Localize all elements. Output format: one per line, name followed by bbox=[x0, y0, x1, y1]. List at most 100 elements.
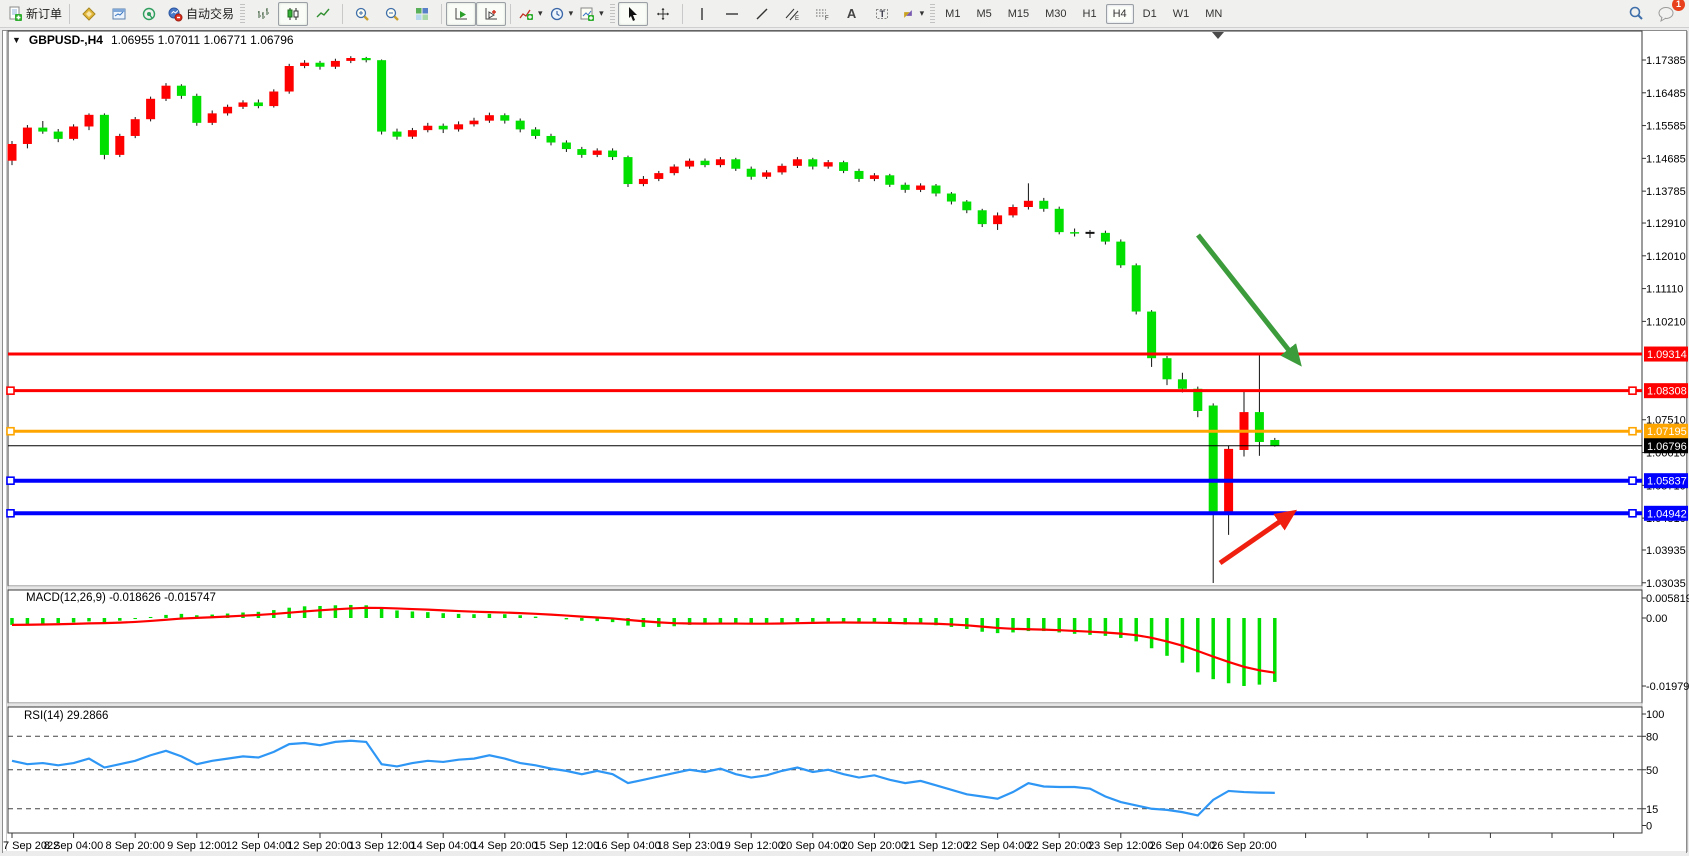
search-button[interactable] bbox=[1621, 2, 1651, 26]
svg-text:E: E bbox=[795, 16, 799, 22]
market-watch-button[interactable] bbox=[104, 2, 134, 26]
timeframe-MN[interactable]: MN bbox=[1205, 7, 1223, 20]
chevron-down-icon[interactable]: ▼ bbox=[12, 35, 21, 45]
svg-text:26 Sep 20:00: 26 Sep 20:00 bbox=[1211, 840, 1276, 852]
svg-text:18 Sep 23:00: 18 Sep 23:00 bbox=[657, 840, 722, 852]
text-tool[interactable]: A bbox=[837, 2, 867, 26]
timeframe-H4[interactable]: H4 bbox=[1105, 3, 1134, 24]
rsi-panel bbox=[8, 735, 1642, 817]
zoom-in-button[interactable] bbox=[347, 2, 377, 26]
svg-text:12 Sep 04:00: 12 Sep 04:00 bbox=[226, 840, 291, 852]
svg-text:21 Sep 12:00: 21 Sep 12:00 bbox=[903, 840, 968, 852]
bar-chart-icon bbox=[258, 7, 270, 19]
periods-button[interactable]: ▾ bbox=[546, 2, 577, 26]
svg-text:8 Sep 04:00: 8 Sep 04:00 bbox=[44, 840, 103, 852]
price-line-1.07195[interactable] bbox=[6, 426, 1642, 436]
chart-canvas[interactable]: 1.17385 1.16485 1.15585 1.14685 1.13785 1.129… bbox=[0, 28, 1689, 856]
styler-button[interactable] bbox=[74, 2, 104, 26]
toolbar-separator bbox=[342, 3, 344, 24]
bounce-arrow[interactable] bbox=[1218, 509, 1298, 566]
svg-text:1.12910: 1.12910 bbox=[1646, 218, 1686, 230]
timeframe-D1[interactable]: D1 bbox=[1142, 7, 1157, 20]
notification-badge: 1 bbox=[1672, 0, 1685, 11]
svg-text:100: 100 bbox=[1646, 709, 1664, 721]
svg-text:1.08308: 1.08308 bbox=[1647, 386, 1687, 398]
timeframe-W1[interactable]: W1 bbox=[1172, 7, 1190, 20]
line-chart-button[interactable] bbox=[308, 2, 338, 26]
candlestick-chart-button[interactable] bbox=[278, 1, 309, 26]
text-tool-icon: A bbox=[846, 6, 857, 21]
toolbar-grip bbox=[240, 3, 246, 24]
timeframe-M1[interactable]: M1 bbox=[945, 7, 961, 20]
svg-text:T: T bbox=[879, 9, 885, 19]
notifications-button[interactable]: 1 bbox=[1651, 0, 1685, 26]
price-line-1.08308[interactable] bbox=[6, 386, 1642, 395]
search-icon bbox=[1629, 6, 1643, 20]
svg-text:1.10210: 1.10210 bbox=[1646, 316, 1686, 328]
svg-text:22 Sep 04:00: 22 Sep 04:00 bbox=[965, 840, 1030, 852]
svg-text:19 Sep 12:00: 19 Sep 12:00 bbox=[718, 840, 783, 852]
svg-text:1.16485: 1.16485 bbox=[1646, 88, 1686, 100]
svg-text:13 Sep 12:00: 13 Sep 12:00 bbox=[349, 840, 414, 852]
indicators-button[interactable]: ▾ bbox=[515, 2, 546, 26]
chart-title: ▼ GBPUSD-,H4 1.06955 1.07011 1.06771 1.0… bbox=[12, 33, 294, 47]
tile-windows-button[interactable] bbox=[407, 2, 437, 26]
broadcast-icon bbox=[142, 7, 156, 20]
svg-text:80: 80 bbox=[1646, 731, 1658, 743]
auto-scroll-button[interactable] bbox=[446, 1, 477, 26]
cursor-tool-button[interactable] bbox=[617, 1, 648, 26]
price-line-1.04942[interactable] bbox=[6, 508, 1642, 518]
chat-bubble-icon bbox=[1658, 6, 1674, 22]
dropdown-caret-icon: ▾ bbox=[919, 8, 925, 18]
timeframe-M5[interactable]: M5 bbox=[976, 7, 992, 20]
timeframe-M15[interactable]: M15 bbox=[1007, 7, 1030, 20]
svg-text:14 Sep 04:00: 14 Sep 04:00 bbox=[410, 840, 475, 852]
svg-text:1.15585: 1.15585 bbox=[1646, 121, 1686, 133]
fibonacci-tool[interactable]: F bbox=[807, 2, 837, 26]
svg-text:16 Sep 04:00: 16 Sep 04:00 bbox=[595, 840, 660, 852]
price-line-1.05837[interactable] bbox=[6, 476, 1642, 485]
arrows-tool-icon bbox=[903, 9, 912, 18]
toolbar-separator bbox=[510, 3, 512, 24]
svg-text:1.07195: 1.07195 bbox=[1647, 426, 1687, 438]
svg-text:1.11110: 1.11110 bbox=[1646, 284, 1683, 296]
svg-text:1.17385: 1.17385 bbox=[1646, 55, 1686, 67]
zoom-out-button[interactable] bbox=[377, 2, 407, 26]
chart-shift-button[interactable] bbox=[476, 1, 507, 26]
vertical-line-tool[interactable] bbox=[687, 2, 717, 26]
svg-text:8 Sep 20:00: 8 Sep 20:00 bbox=[106, 840, 165, 852]
bar-chart-button[interactable] bbox=[248, 2, 278, 26]
chart-shift-marker[interactable] bbox=[1212, 32, 1224, 39]
label-tool[interactable]: T bbox=[867, 2, 897, 26]
label-tool-icon: T bbox=[875, 8, 888, 19]
crosshair-tool-button[interactable] bbox=[648, 2, 678, 26]
rsi-indicator-label: RSI(14) 29.2866 bbox=[24, 710, 109, 722]
svg-text:0.005819: 0.005819 bbox=[1646, 593, 1689, 605]
timeframe-H1[interactable]: H1 bbox=[1082, 7, 1097, 20]
svg-text:0.00: 0.00 bbox=[1646, 613, 1667, 625]
autotrade-label: 自动交易 bbox=[186, 7, 235, 21]
svg-text:14 Sep 20:00: 14 Sep 20:00 bbox=[472, 840, 537, 852]
templates-button[interactable]: ▾ bbox=[576, 2, 607, 26]
new-order-label: 新订单 bbox=[26, 7, 63, 21]
arrows-tool[interactable]: ▾ bbox=[897, 2, 928, 26]
down-trend-arrow[interactable] bbox=[1196, 233, 1302, 367]
template-icon bbox=[580, 7, 595, 21]
svg-text:1.12010: 1.12010 bbox=[1646, 251, 1686, 263]
news-button[interactable] bbox=[134, 2, 164, 26]
macd-indicator-label: MACD(12,26,9) -0.018626 -0.015747 bbox=[26, 592, 216, 604]
main-toolbar: 新订单 自动交易 ▾ ▾ bbox=[0, 0, 1689, 28]
dropdown-caret-icon: ▾ bbox=[538, 8, 543, 18]
channel-tool[interactable]: E bbox=[777, 2, 807, 26]
autotrade-button[interactable]: 自动交易 bbox=[164, 2, 237, 26]
svg-text:F: F bbox=[825, 16, 829, 22]
trendline-icon bbox=[756, 8, 768, 19]
timeframe-M30[interactable]: M30 bbox=[1045, 7, 1067, 20]
trendline-tool[interactable] bbox=[747, 2, 777, 26]
new-order-button[interactable]: 新订单 bbox=[4, 2, 65, 26]
indicators-icon bbox=[519, 9, 534, 20]
horizontal-line-tool[interactable] bbox=[717, 2, 747, 26]
svg-text:15 Sep 12:00: 15 Sep 12:00 bbox=[534, 840, 599, 852]
new-order-icon bbox=[9, 6, 22, 21]
auto-scroll-icon bbox=[455, 7, 468, 19]
